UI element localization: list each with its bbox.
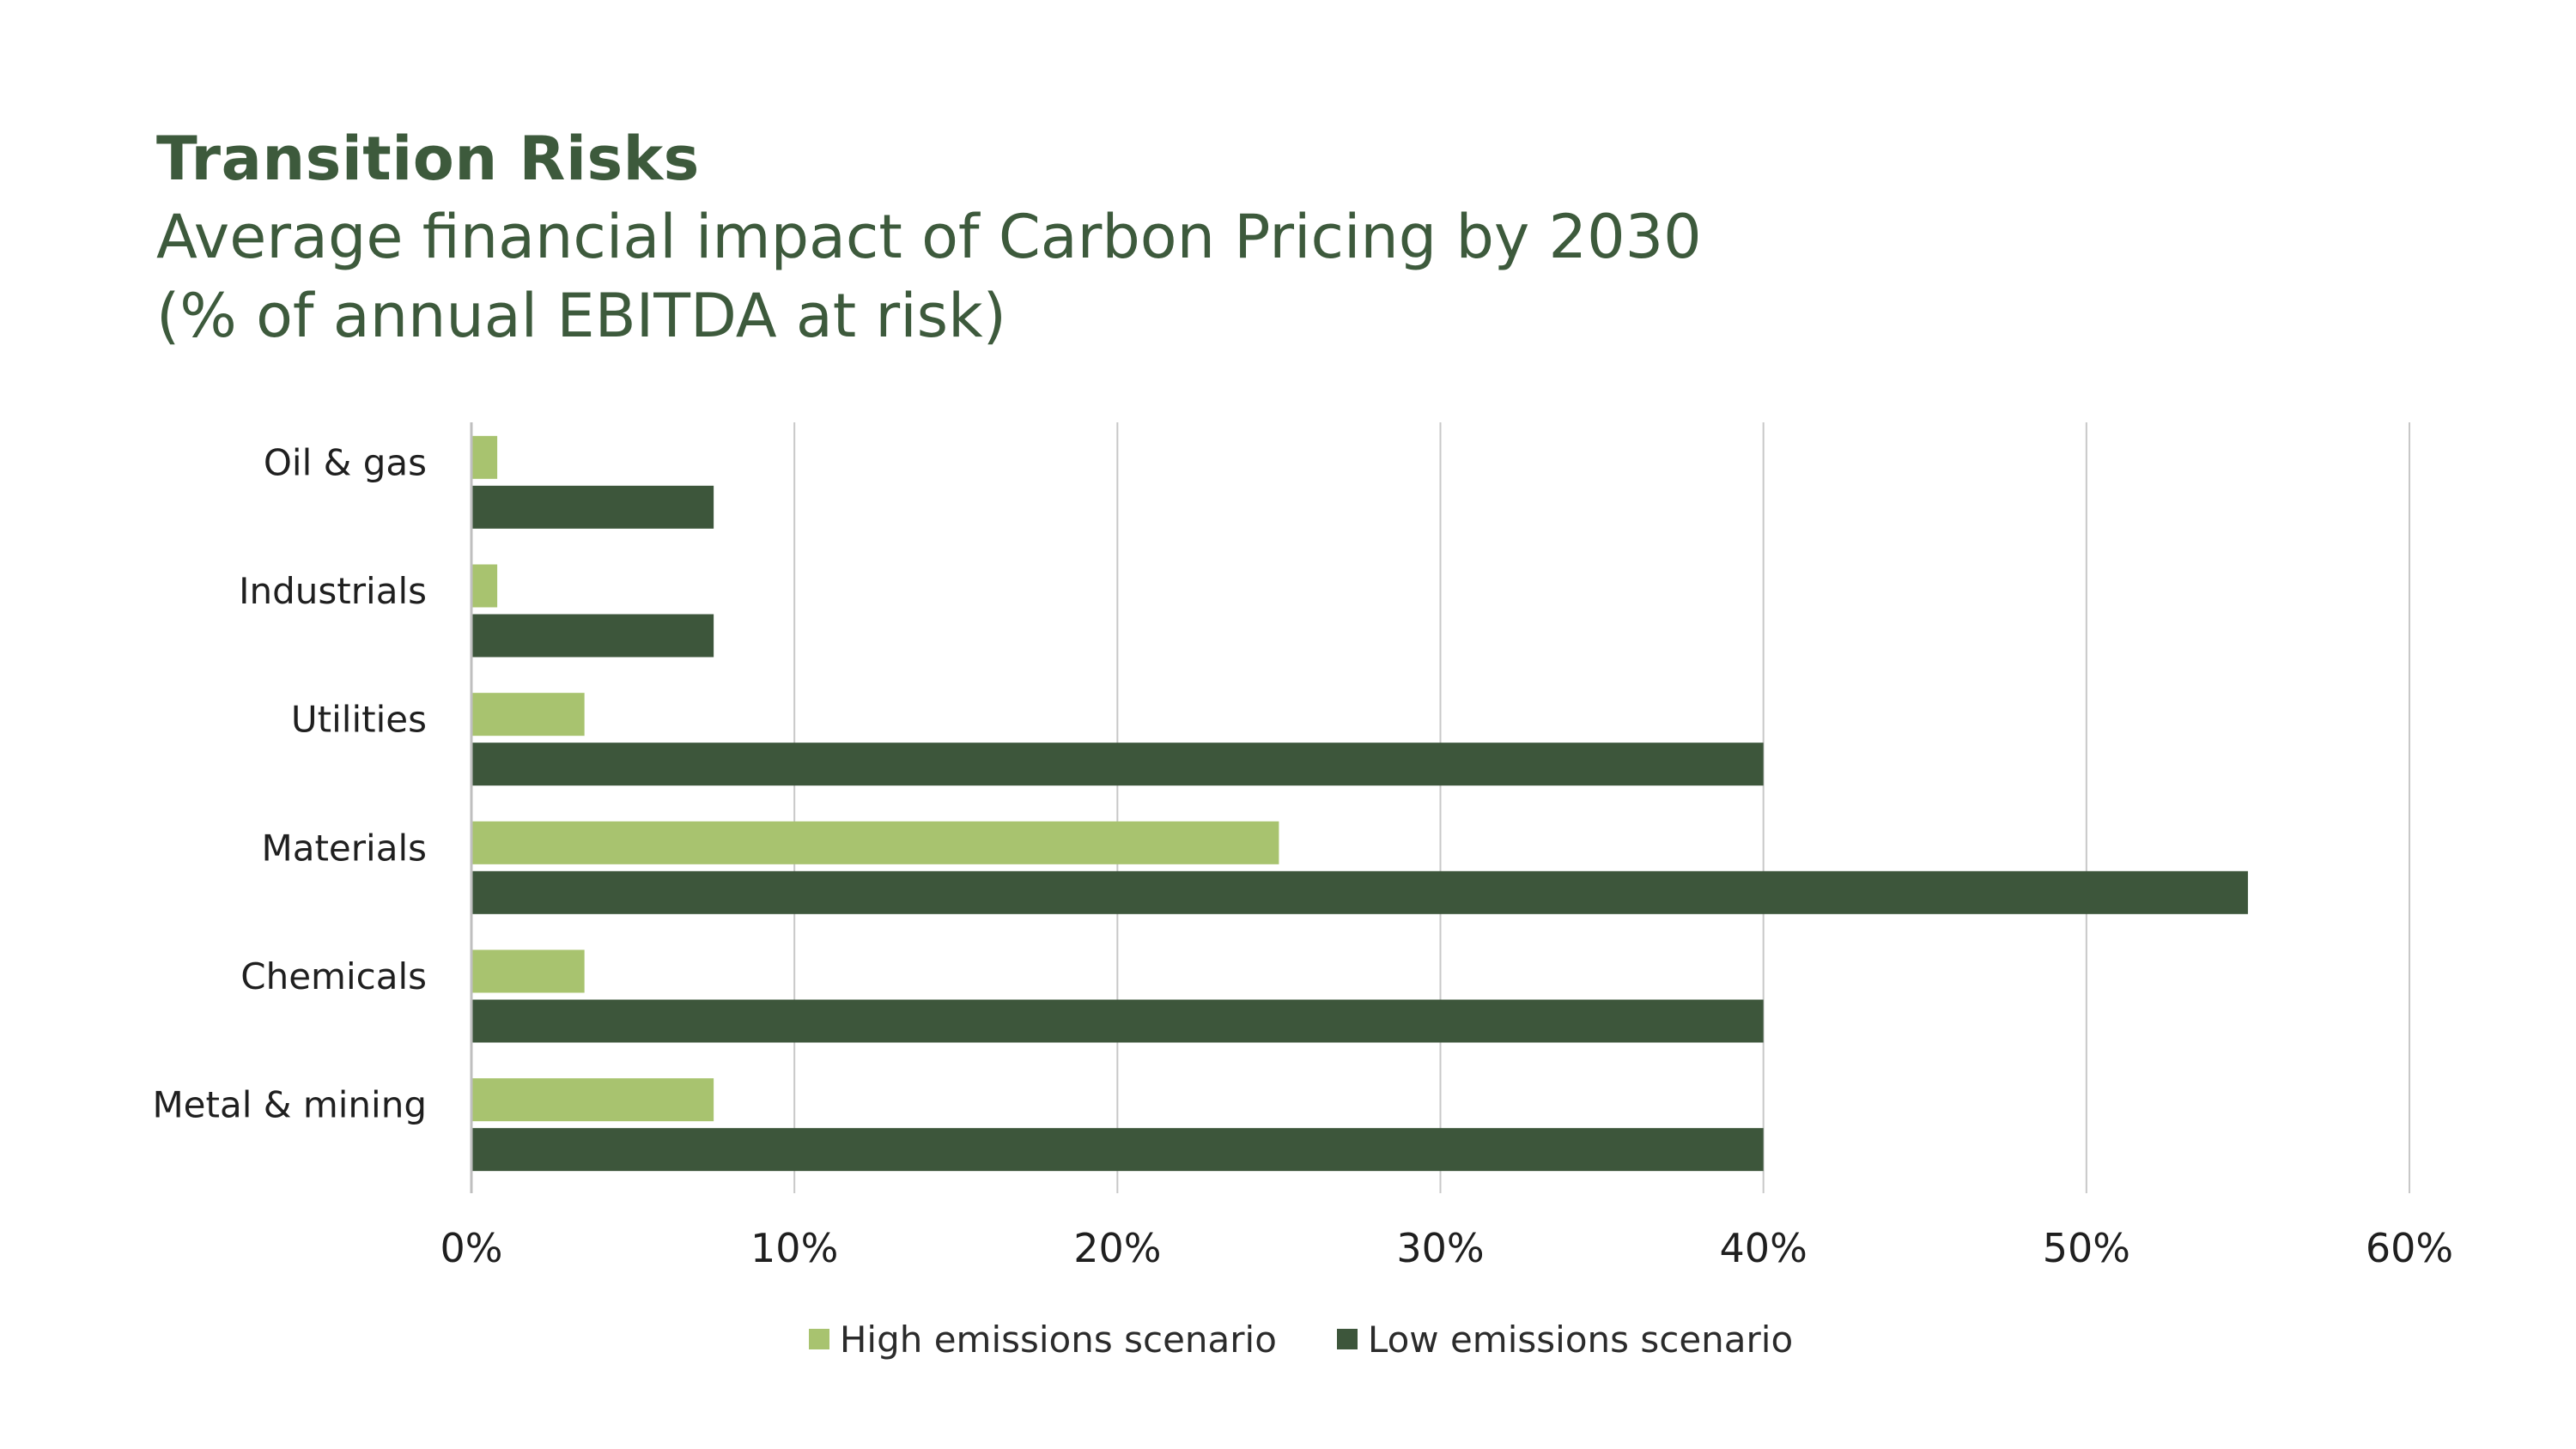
bar-low-emissions — [471, 999, 1764, 1043]
x-tick-label: 50% — [2043, 1225, 2130, 1271]
legend: High emissions scenario Low emissions sc… — [0, 1313, 2576, 1365]
legend-swatch-high — [808, 1329, 829, 1349]
bar-low-emissions — [471, 485, 714, 529]
bar-high-emissions — [471, 693, 585, 737]
legend-item-low: Low emissions scenario — [1336, 1318, 1794, 1361]
bar-low-emissions — [471, 1128, 1764, 1172]
bar-high-emissions — [471, 564, 498, 608]
legend-item-high: High emissions scenario — [808, 1318, 1277, 1361]
category-label: Industrials — [239, 570, 427, 612]
chart-subtitle: Average financial impact of Carbon Prici… — [156, 202, 1702, 351]
bar-high-emissions — [471, 435, 498, 479]
x-tick-label: 20% — [1073, 1225, 1161, 1271]
legend-label-low: Low emissions scenario — [1367, 1318, 1794, 1361]
bar-low-emissions — [471, 870, 2248, 914]
category-label: Chemicals — [240, 955, 427, 997]
category-label: Materials — [261, 827, 427, 869]
bars — [471, 435, 2248, 1172]
x-tick-label: 60% — [2366, 1225, 2453, 1271]
labels: 0% 10% 20% 30% 40% 50% 60% Oil & gas Industrials… — [152, 441, 2453, 1271]
x-tick-label: 10% — [750, 1225, 838, 1271]
bar-high-emissions — [471, 1078, 714, 1122]
bar-high-emissions — [471, 949, 585, 993]
x-tick-label: 30% — [1396, 1225, 1484, 1271]
x-tick-label: 0% — [440, 1225, 503, 1271]
gridlines — [793, 422, 2410, 1193]
legend-label-high: High emissions scenario — [839, 1318, 1277, 1361]
bar-high-emissions — [471, 821, 1279, 864]
x-tick-label: 40% — [1720, 1225, 1807, 1271]
category-label: Metal & mining — [152, 1084, 427, 1126]
category-label: Oil & gas — [264, 441, 427, 483]
legend-swatch-low — [1336, 1329, 1358, 1349]
category-label: Utilities — [291, 699, 427, 741]
bar-low-emissions — [471, 614, 714, 658]
bar-low-emissions — [471, 743, 1764, 786]
chart-title: Transition Risks — [156, 124, 700, 194]
